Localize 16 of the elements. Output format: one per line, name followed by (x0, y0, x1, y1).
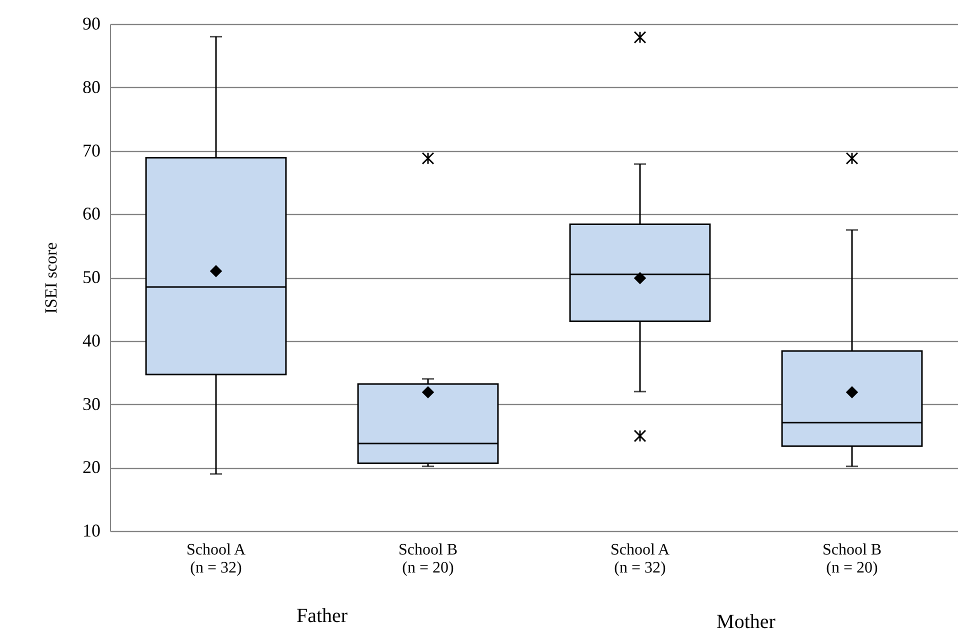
x-tick-label: School B (n = 20) (822, 542, 882, 576)
y-tick-label: 10 (82, 520, 100, 540)
y-tick-label: 40 (82, 330, 100, 350)
y-tick-label: 80 (82, 76, 100, 97)
y-tick-label: 60 (82, 204, 100, 224)
y-tick-label: 90 (82, 14, 100, 34)
x-tick-label: School A (n = 32) (610, 542, 670, 576)
text: Father (296, 605, 348, 628)
x-tick-label: School B (n = 20) (398, 542, 458, 576)
y-tick-label: 30 (82, 394, 100, 414)
y-tick-label: 20 (82, 457, 100, 478)
y-tick-label: 50 (82, 267, 100, 287)
y-axis-title: ISEI score (42, 242, 60, 314)
x-tick-label: School A (n = 32) (186, 542, 246, 576)
y-tick-label: 70 (82, 140, 100, 160)
text: Mother (716, 611, 776, 634)
